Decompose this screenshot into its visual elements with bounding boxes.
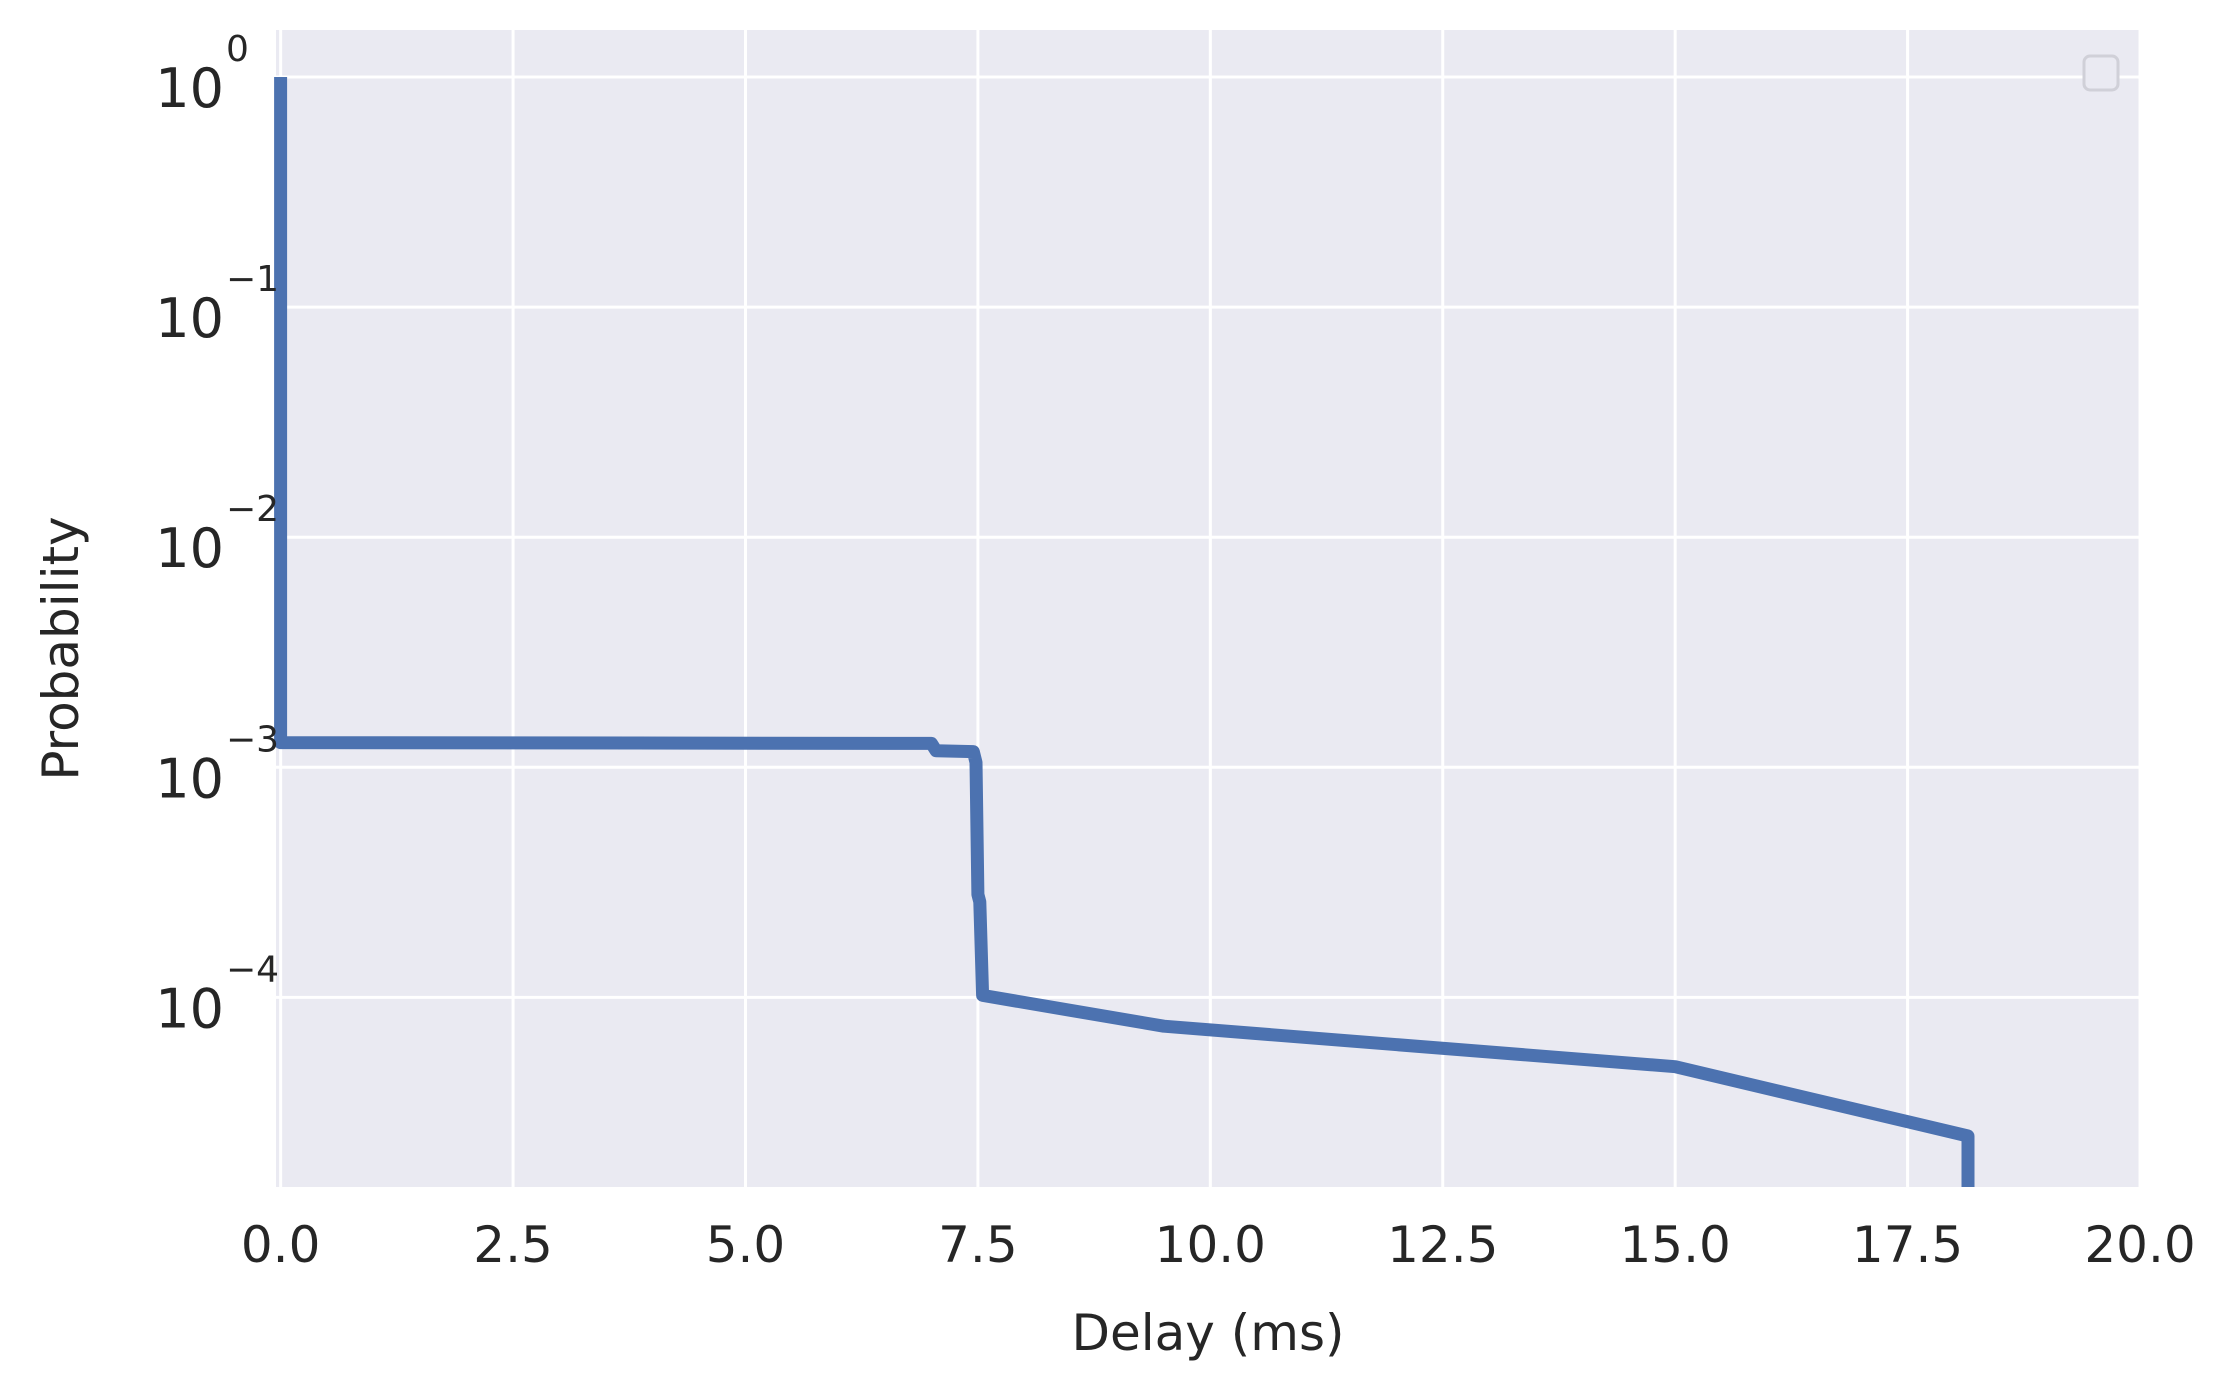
y-tick-exponent: −2: [226, 489, 279, 530]
y-tick-label: −110: [155, 259, 279, 350]
legend: [2082, 54, 2120, 92]
x-tick-label: 20.0: [2084, 1216, 2195, 1274]
y-tick-label: −310: [155, 719, 279, 810]
x-tick-label: 17.5: [1852, 1216, 1963, 1274]
y-tick-exponent: 0: [226, 29, 249, 70]
y-tick-base: 10: [155, 57, 224, 120]
y-axis-ticks: 010−110−210−310−410: [155, 29, 279, 1040]
x-tick-label: 15.0: [1619, 1216, 1730, 1274]
y-tick-base: 10: [155, 517, 224, 580]
x-axis-label: Delay (ms): [1071, 1304, 1344, 1362]
y-tick-label: 010: [155, 29, 249, 120]
x-tick-label: 5.0: [706, 1216, 786, 1274]
y-tick-exponent: −4: [226, 949, 279, 990]
series-line: [274, 77, 1975, 1187]
y-tick-exponent: −3: [226, 719, 279, 760]
y-tick-exponent: −1: [226, 259, 279, 300]
x-tick-label: 7.5: [938, 1216, 1018, 1274]
y-tick-base: 10: [155, 977, 224, 1040]
y-tick-base: 10: [155, 747, 224, 810]
x-tick-label: 12.5: [1387, 1216, 1498, 1274]
y-axis-label: Probability: [32, 516, 90, 780]
x-axis-ticks: 0.0 2.5 5.0 7.5 10.0 12.5 15.0 17.5 20.0: [241, 1216, 2196, 1274]
y-tick-label: −410: [155, 949, 279, 1040]
x-tick-label: 0.0: [241, 1216, 321, 1274]
x-tick-label: 10.0: [1155, 1216, 1266, 1274]
plot-area: [276, 30, 2140, 1187]
y-tick-label: −210: [155, 489, 279, 580]
grid: [276, 30, 2142, 1187]
y-tick-base: 10: [155, 287, 224, 350]
x-tick-label: 2.5: [473, 1216, 553, 1274]
series-layer: [274, 77, 1975, 1187]
